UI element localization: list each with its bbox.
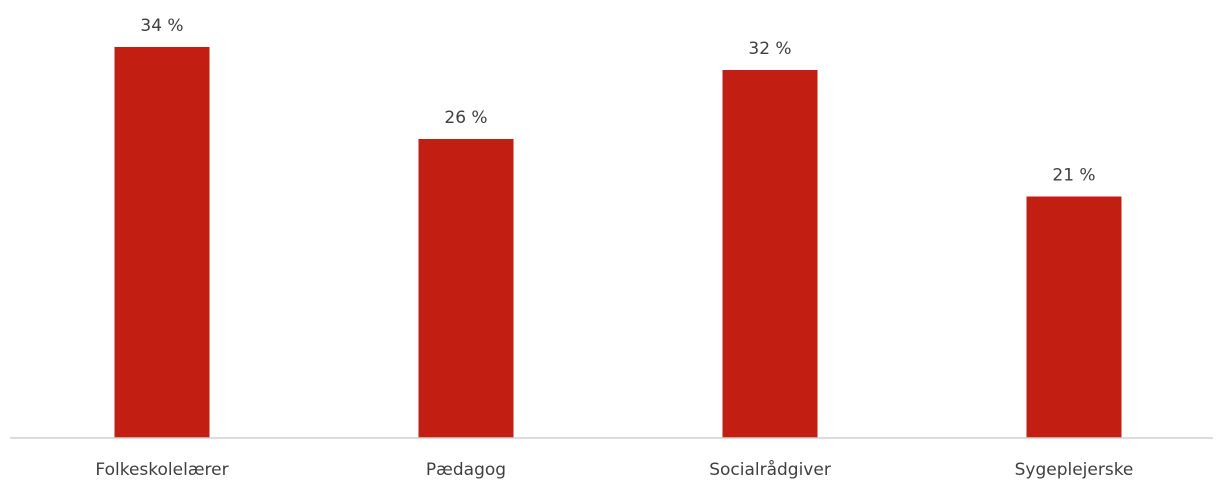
category-labels-group: Folkeskolelærer Pædagog Socialrådgiver Syge… (95, 459, 1133, 480)
value-label-4: 21 % (1052, 166, 1095, 186)
value-label-2: 26 % (444, 108, 487, 128)
bar-2 (418, 139, 514, 438)
value-label-3: 32 % (748, 39, 791, 59)
bar-4 (1026, 196, 1122, 438)
bar-3 (722, 70, 818, 438)
category-label-4: Sygeplejerske (1015, 460, 1134, 480)
value-labels-group: 34 % 26 % 32 % 21 % (140, 16, 1095, 186)
value-label-1: 34 % (140, 16, 183, 36)
bar-1 (114, 47, 210, 438)
bars-group (114, 47, 1122, 438)
category-label-1: Folkeskolelærer (95, 460, 228, 480)
category-label-2: Pædagog (426, 460, 506, 480)
category-label-3: Socialrådgiver (709, 459, 831, 480)
